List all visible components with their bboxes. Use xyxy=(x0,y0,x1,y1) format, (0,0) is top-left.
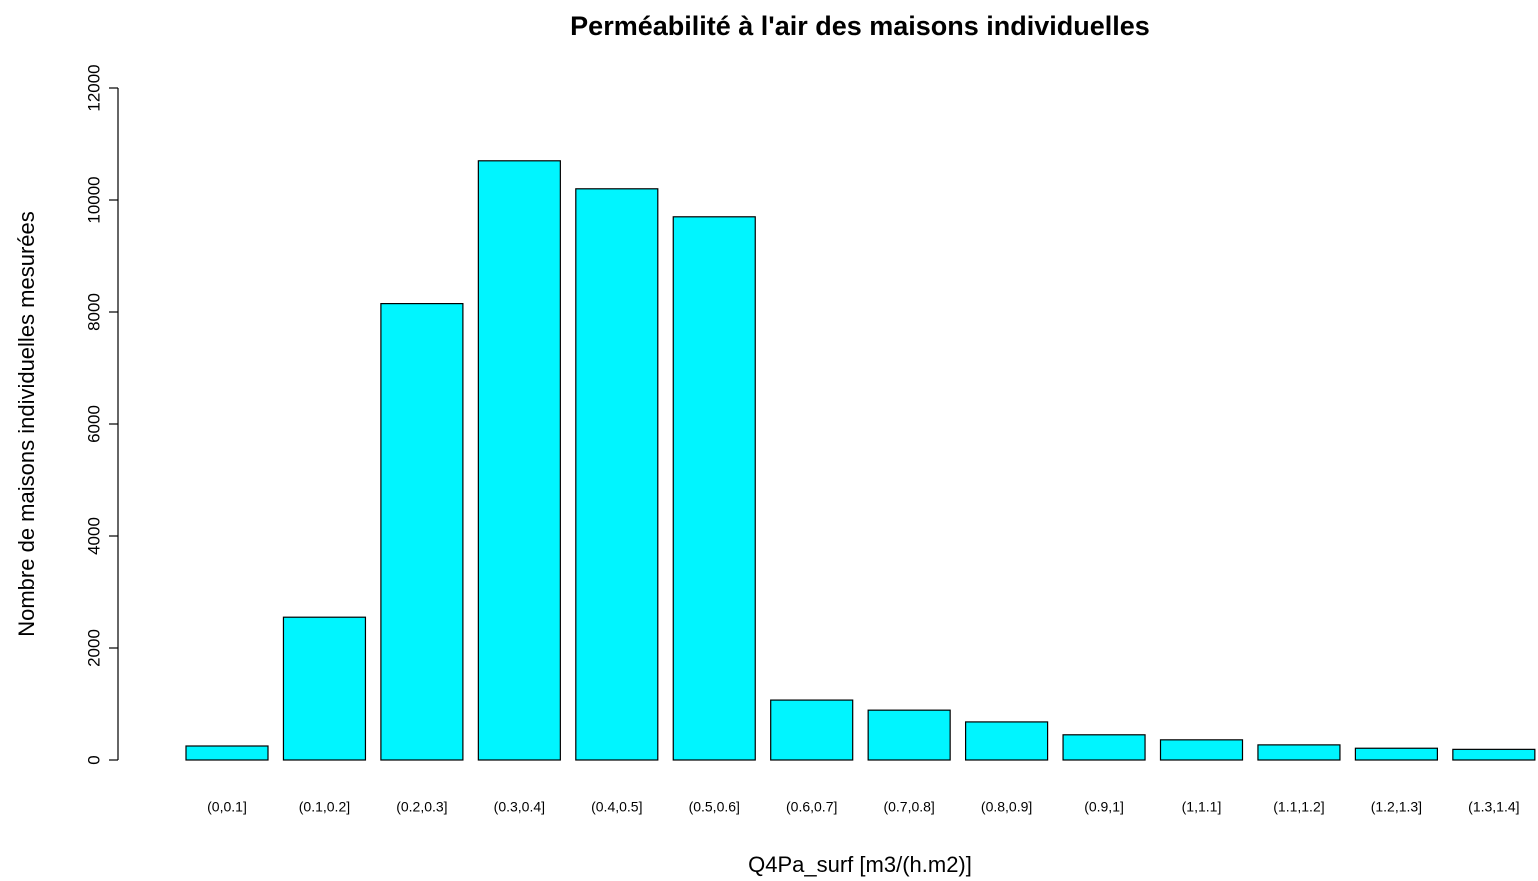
x-tick-label: (1.3,1.4] xyxy=(1468,799,1519,815)
x-tick-label: (0.9,1] xyxy=(1084,799,1124,815)
x-tick-label: (0.1,0.2] xyxy=(299,799,350,815)
bar xyxy=(575,188,659,761)
x-tick-label: (1.2,1.3] xyxy=(1371,799,1422,815)
bar xyxy=(964,721,1049,761)
y-axis-label: Nombre de maisons individuelles mesurées xyxy=(14,211,39,637)
bar xyxy=(380,303,464,761)
x-tick-label: (0.7,0.8] xyxy=(883,799,934,815)
x-tick-label: (0.2,0.3] xyxy=(396,799,447,815)
y-tick-label: 12000 xyxy=(84,64,103,111)
y-tick-label: 4000 xyxy=(84,517,103,555)
y-tick-label: 8000 xyxy=(84,293,103,331)
x-tick-label: (1.1,1.2] xyxy=(1273,799,1324,815)
bar xyxy=(867,709,951,761)
bar xyxy=(1062,734,1146,761)
bar xyxy=(1452,748,1536,761)
x-tick-label: (1,1.1] xyxy=(1182,799,1222,815)
bar xyxy=(282,616,367,761)
y-tick-label: 2000 xyxy=(84,629,103,667)
bar xyxy=(672,216,756,761)
y-tick-label: 6000 xyxy=(84,405,103,443)
x-tick-label: (0.3,0.4] xyxy=(494,799,545,815)
chart-title: Perméabilité à l'air des maisons individ… xyxy=(570,11,1150,41)
bar xyxy=(185,745,269,761)
y-tick-label: 0 xyxy=(84,755,103,764)
bar xyxy=(477,160,561,761)
x-tick-label: (0.8,0.9] xyxy=(981,799,1032,815)
bar xyxy=(1354,747,1439,761)
x-tick-label: (0.6,0.7] xyxy=(786,799,837,815)
x-tick-label: (0,0.1] xyxy=(207,799,247,815)
bar xyxy=(1257,744,1341,761)
y-tick-label: 10000 xyxy=(84,176,103,223)
bar xyxy=(1159,739,1244,761)
x-tick-label: (0.4,0.5] xyxy=(591,799,642,815)
bar xyxy=(770,699,854,761)
x-tick-label: (0.5,0.6] xyxy=(689,799,740,815)
x-axis-label: Q4Pa_surf [m3/(h.m2)] xyxy=(748,852,972,877)
